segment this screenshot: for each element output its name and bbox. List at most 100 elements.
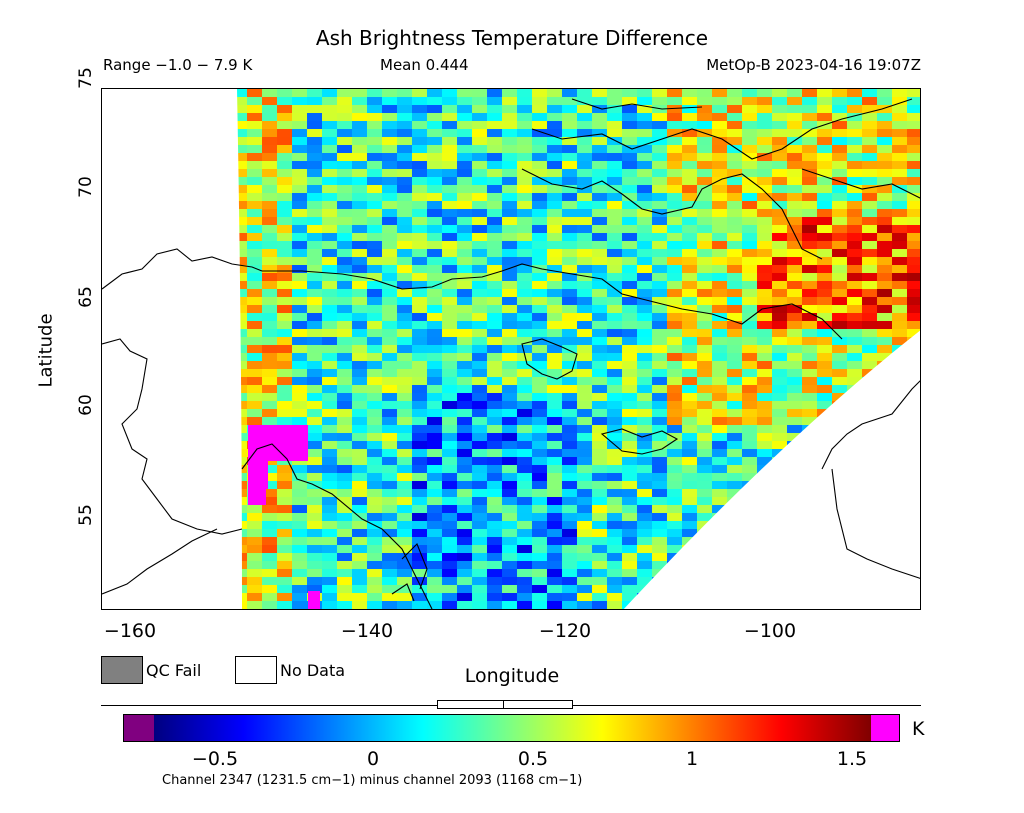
heatmap-cell: [262, 601, 277, 609]
heatmap-cell: [787, 561, 802, 569]
heatmap-cell: [562, 473, 577, 481]
heatmap-cell: [667, 457, 682, 465]
heatmap-cell: [397, 257, 412, 265]
y-tick-label: 55: [76, 504, 96, 526]
heatmap-cell: [517, 385, 532, 393]
heatmap-cell: [307, 393, 322, 401]
heatmap-cell: [727, 169, 742, 177]
heatmap-cell: [607, 321, 622, 329]
heatmap-cell: [877, 449, 892, 457]
heatmap-cell: [877, 281, 892, 289]
heatmap-cell: [607, 521, 622, 529]
heatmap-cell: [247, 233, 262, 241]
heatmap-cell: [472, 601, 487, 609]
heatmap-cell: [322, 361, 337, 369]
heatmap-cell: [427, 441, 442, 449]
heatmap-cell: [727, 257, 742, 265]
heatmap-cell: [697, 281, 712, 289]
heatmap-cell: [772, 465, 787, 473]
heatmap-cell: [562, 89, 577, 97]
heatmap-cell: [712, 353, 727, 361]
heatmap-cell: [382, 489, 397, 497]
heatmap-cell: [742, 249, 757, 257]
heatmap-cell: [727, 585, 742, 593]
heatmap-cell: [697, 457, 712, 465]
heatmap-cell: [652, 201, 667, 209]
heatmap-cell: [787, 433, 802, 441]
heatmap-cell: [382, 433, 397, 441]
heatmap-cell: [787, 401, 802, 409]
heatmap-cell: [277, 521, 292, 529]
heatmap-cell: [367, 129, 382, 137]
heatmap-cell: [517, 121, 532, 129]
heatmap-cell: [787, 425, 802, 433]
heatmap-cell: [577, 217, 592, 225]
slider-handle[interactable]: [503, 700, 504, 709]
heatmap-cell: [592, 289, 607, 297]
heatmap-cell: [237, 513, 247, 521]
heatmap-cell: [472, 113, 487, 121]
heatmap-cell: [802, 441, 817, 449]
heatmap-cell: [547, 89, 562, 97]
heatmap-cell: [337, 345, 352, 353]
heatmap-cell: [352, 185, 367, 193]
heatmap-cell: [237, 137, 247, 145]
heatmap-cell: [562, 265, 577, 273]
heatmap-cell: [442, 385, 457, 393]
heatmap-cell: [397, 561, 412, 569]
heatmap-cell: [337, 409, 352, 417]
heatmap-cell: [862, 545, 877, 553]
heatmap-cell: [547, 329, 562, 337]
heatmap-cell: [292, 289, 307, 297]
heatmap-cell: [237, 569, 247, 577]
heatmap-cell: [367, 217, 382, 225]
heatmap-cell: [862, 497, 877, 505]
heatmap-cell: [457, 465, 472, 473]
colorbar-slider[interactable]: [437, 700, 573, 709]
heatmap-cell: [847, 129, 862, 137]
heatmap-cell: [547, 185, 562, 193]
heatmap-cell: [787, 185, 802, 193]
heatmap-cell: [802, 137, 817, 145]
heatmap-cell: [247, 369, 262, 377]
heatmap-cell: [907, 161, 920, 169]
heatmap-cell: [622, 273, 637, 281]
heatmap-cell: [592, 377, 607, 385]
heatmap-cell: [892, 297, 907, 305]
heatmap-cell: [487, 473, 502, 481]
heatmap-cell: [667, 529, 682, 537]
heatmap-cell: [817, 585, 832, 593]
heatmap-cell: [892, 353, 907, 361]
heatmap-cell: [802, 561, 817, 569]
heatmap-cell: [862, 457, 877, 465]
heatmap-cell: [412, 369, 427, 377]
heatmap-cell: [847, 137, 862, 145]
heatmap-cell: [427, 425, 442, 433]
heatmap-cell: [352, 473, 367, 481]
heatmap-cell: [907, 369, 920, 377]
heatmap-cell: [787, 601, 802, 609]
heatmap-cell: [337, 553, 352, 561]
heatmap-cell: [262, 313, 277, 321]
heatmap-cell: [757, 121, 772, 129]
heatmap-cell: [892, 577, 907, 585]
heatmap-cell: [502, 601, 517, 609]
heatmap-cell: [757, 241, 772, 249]
heatmap-cell: [682, 201, 697, 209]
heatmap-cell: [907, 193, 920, 201]
heatmap-cell: [322, 529, 337, 537]
heatmap-cell: [307, 449, 322, 457]
heatmap-cell: [907, 417, 920, 425]
heatmap-cell: [502, 265, 517, 273]
heatmap-cell: [237, 201, 247, 209]
heatmap-cell: [562, 177, 577, 185]
heatmap-cell: [802, 201, 817, 209]
heatmap-cell: [502, 313, 517, 321]
heatmap-cell: [847, 297, 862, 305]
heatmap-cell: [802, 169, 817, 177]
heatmap-cell: [277, 465, 292, 473]
heatmap-cell: [772, 385, 787, 393]
heatmap-cell: [652, 481, 667, 489]
heatmap-cell: [517, 545, 532, 553]
heatmap-cell: [847, 177, 862, 185]
